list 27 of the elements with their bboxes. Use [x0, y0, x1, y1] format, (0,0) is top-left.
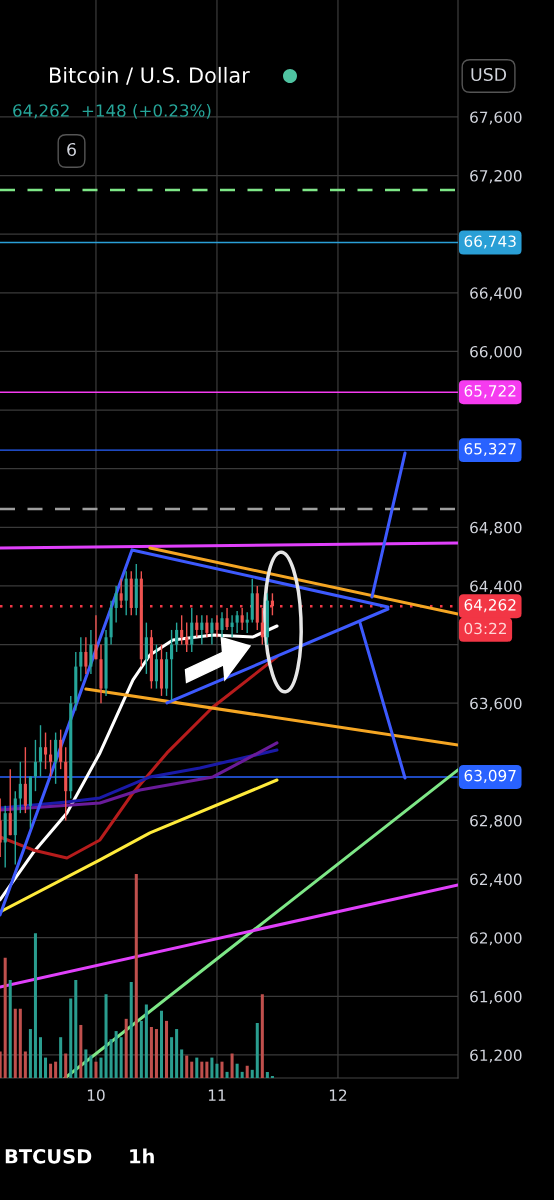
text: BTCUSD — [5, 1148, 92, 1164]
ref-line-label: 65,722 — [464, 385, 516, 399]
annotation: 6 — [67, 142, 76, 157]
y-tick-label: 62,400 — [470, 873, 522, 887]
y-tick-label: 67,200 — [470, 170, 522, 184]
text: Bitcoin / U.S. Dollar — [50, 66, 250, 85]
y-tick-label: 63,600 — [470, 697, 522, 711]
x-tick-label: 10 — [87, 1089, 105, 1101]
ref-line-label: 66,743 — [464, 235, 516, 249]
x-tick-label: 11 — [208, 1089, 226, 1101]
y-tick-label: 62,800 — [470, 814, 522, 829]
text: 03:22 — [464, 622, 506, 635]
text: 64,262 +148 (+0.23%) — [13, 103, 211, 119]
y-tick-label: 66,000 — [470, 345, 522, 360]
y-tick-label: 67,600 — [470, 111, 522, 125]
y-tick-label: 61,200 — [470, 1049, 522, 1063]
ref-line-label: 65,327 — [464, 442, 516, 457]
y-tick-label: 62,000 — [470, 932, 522, 946]
text: USD — [471, 67, 507, 82]
text: 1h — [130, 1148, 154, 1164]
x-tick-label: 12 — [329, 1089, 347, 1101]
y-tick-label: 61,600 — [470, 990, 522, 1004]
ref-line-label: 63,097 — [464, 769, 516, 783]
ref-line-label: 64,262 — [464, 599, 516, 613]
y-tick-label: 66,400 — [470, 287, 522, 301]
y-tick-label: 64,800 — [470, 521, 522, 535]
y-tick-label: 64,400 — [470, 580, 522, 594]
